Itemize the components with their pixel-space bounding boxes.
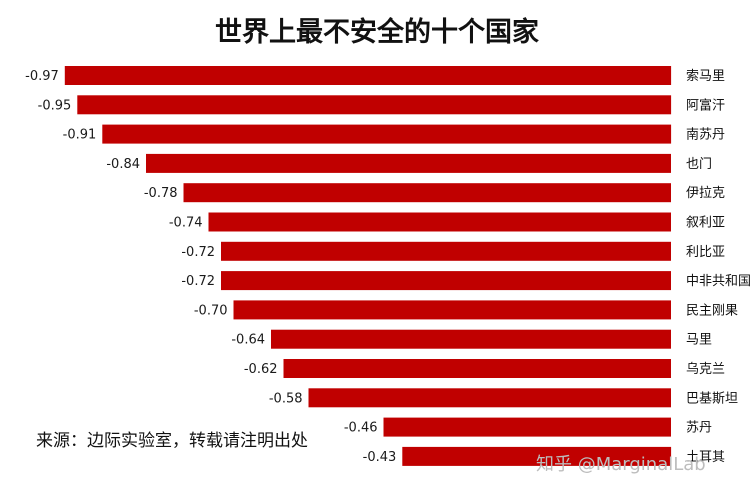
bar bbox=[383, 417, 671, 437]
value-label: -0.62 bbox=[244, 362, 278, 377]
category-label: 民主刚果 bbox=[686, 303, 738, 318]
value-label: -0.70 bbox=[194, 303, 228, 318]
value-label: -0.64 bbox=[231, 333, 265, 348]
value-label: -0.78 bbox=[144, 186, 178, 201]
bar bbox=[308, 388, 671, 408]
category-label: 也门 bbox=[686, 157, 712, 172]
value-label: -0.95 bbox=[38, 98, 72, 113]
value-label: -0.43 bbox=[363, 450, 397, 465]
bar bbox=[77, 95, 672, 115]
bar bbox=[64, 66, 672, 85]
bar bbox=[146, 153, 671, 173]
value-label: -0.72 bbox=[181, 245, 215, 260]
category-label: 南苏丹 bbox=[686, 127, 725, 143]
bar bbox=[402, 446, 672, 466]
bar bbox=[271, 329, 671, 349]
value-label: -0.84 bbox=[106, 157, 140, 172]
value-label: -0.72 bbox=[181, 274, 215, 289]
bar bbox=[233, 300, 671, 320]
bar bbox=[221, 271, 671, 291]
bar bbox=[283, 359, 671, 378]
value-label: -0.91 bbox=[63, 128, 97, 143]
watermark: 知乎 @MarginalLab bbox=[536, 454, 706, 475]
category-label: 土耳其 bbox=[686, 450, 725, 465]
category-label: 巴基斯坦 bbox=[686, 391, 738, 406]
bar bbox=[208, 212, 671, 232]
category-label: 乌克兰 bbox=[686, 361, 725, 377]
chart-title: 世界上最不安全的十个国家 bbox=[215, 16, 539, 48]
category-label: 索马里 bbox=[686, 69, 725, 84]
value-label: -0.58 bbox=[269, 391, 303, 406]
bar bbox=[183, 183, 671, 203]
value-label: -0.46 bbox=[344, 421, 378, 436]
category-label: 阿富汗 bbox=[686, 97, 725, 113]
category-label: 伊拉克 bbox=[686, 186, 725, 201]
category-label: 马里 bbox=[686, 333, 712, 348]
source-note: 来源：边际实验室，转载请注明出处 bbox=[36, 431, 308, 451]
category-label: 苏丹 bbox=[686, 420, 712, 436]
value-label: -0.97 bbox=[25, 69, 59, 84]
category-label: 利比亚 bbox=[686, 245, 725, 260]
bar bbox=[102, 124, 672, 144]
category-label: 中非共和国 bbox=[686, 274, 751, 289]
bar bbox=[221, 241, 671, 261]
category-label: 叙利亚 bbox=[686, 216, 725, 231]
value-label: -0.74 bbox=[169, 216, 203, 231]
bars-group: -0.97 索马里 -0.95 阿富汗 -0.91 南苏丹 -0.84 也门 -0.78 伊拉克 -… bbox=[25, 66, 751, 466]
